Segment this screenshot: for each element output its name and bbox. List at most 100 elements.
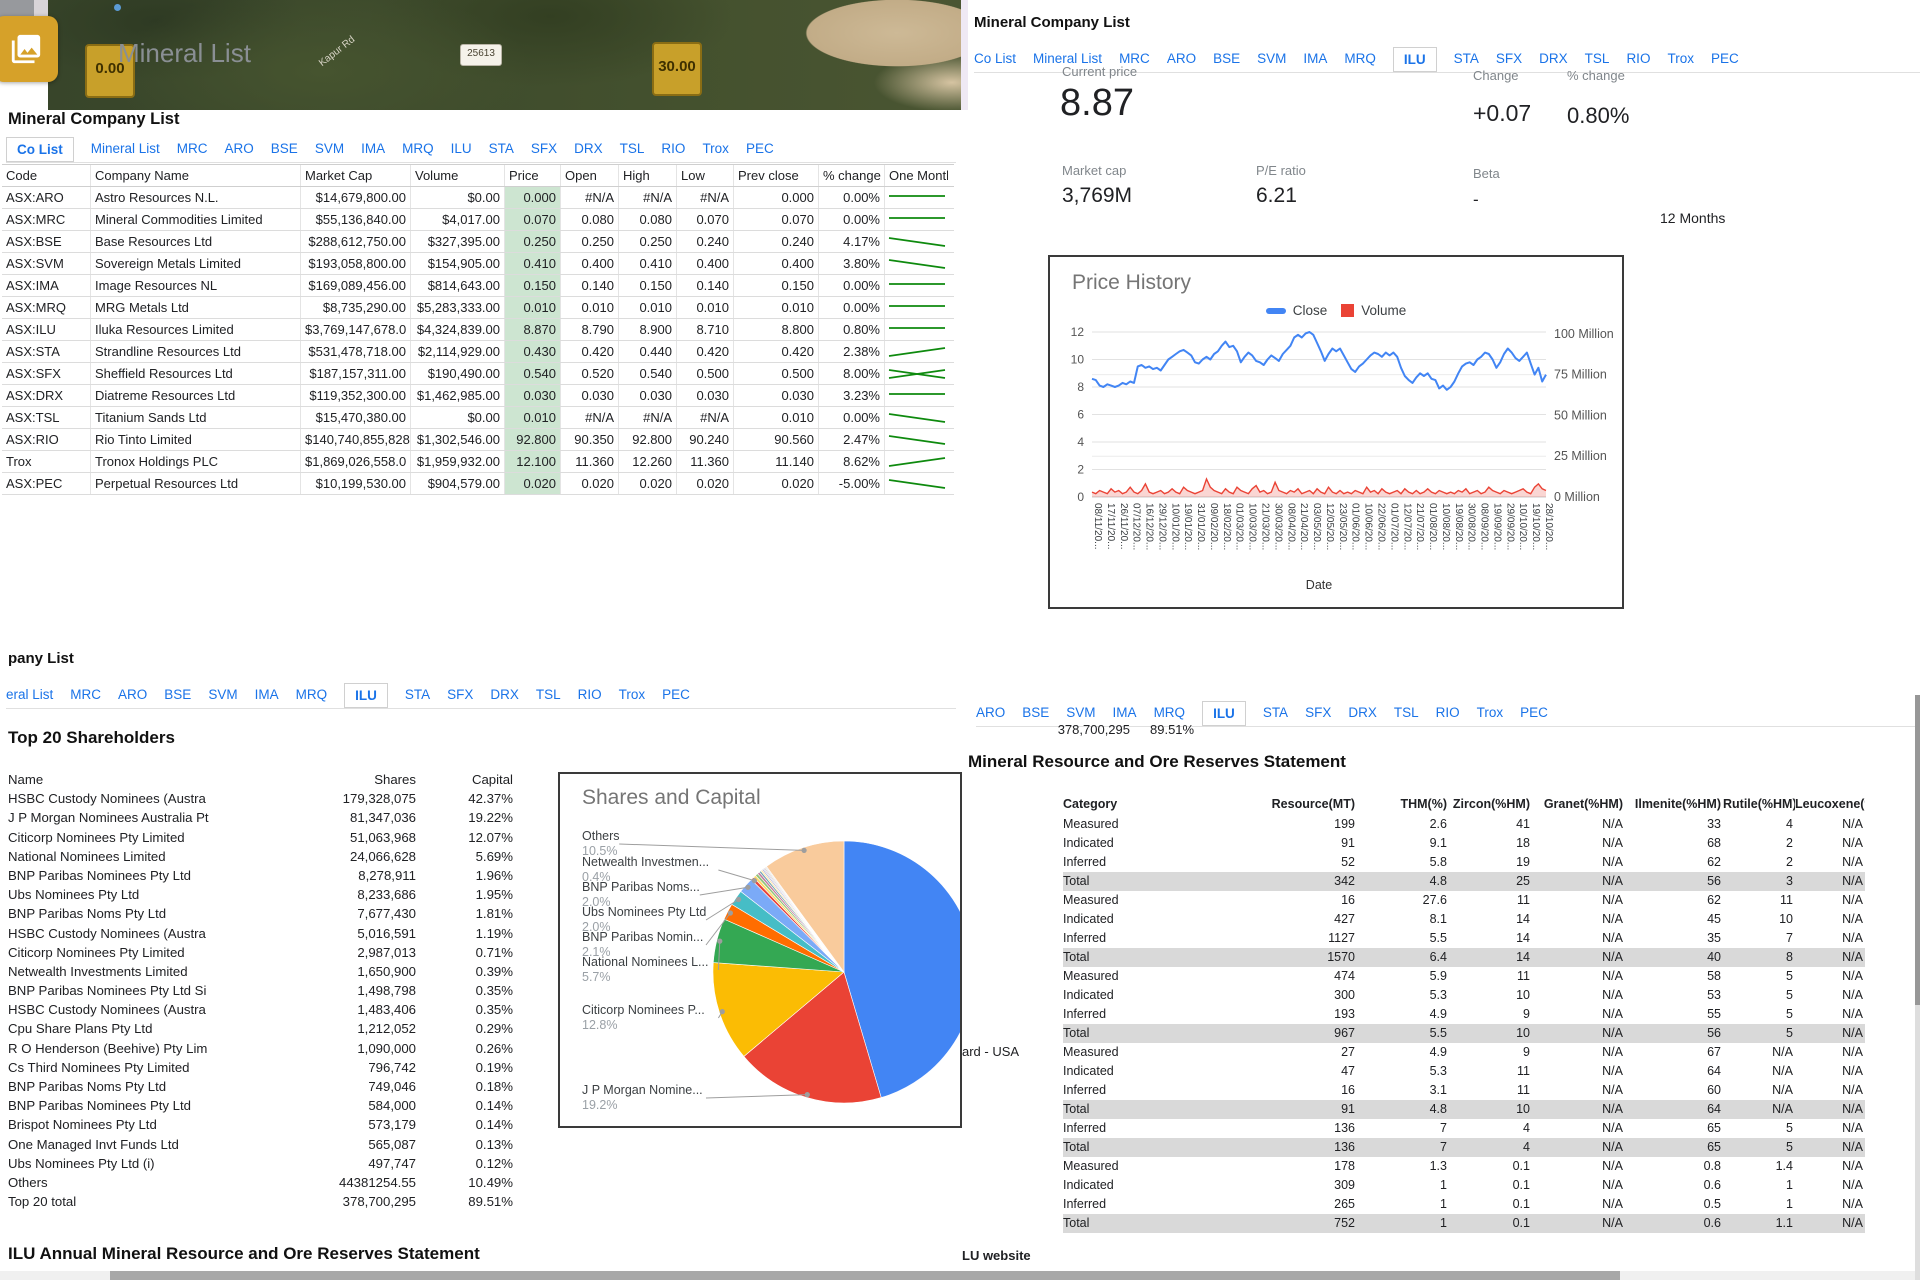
list-item[interactable]: Cs Third Nominees Pty Limited 796,742 0.19… bbox=[8, 1058, 513, 1077]
horizontal-scrollbar-thumb[interactable] bbox=[110, 1271, 1620, 1280]
table-row[interactable]: ASX:ILU Iluka Resources Limited $3,769,147… bbox=[2, 319, 954, 341]
vertical-scrollbar-thumb[interactable] bbox=[1915, 695, 1920, 1005]
bottom-right-tab-pec[interactable]: PEC bbox=[1520, 704, 1548, 720]
top-left-tab-mrc[interactable]: MRC bbox=[176, 140, 208, 156]
top-left-tab-tsl[interactable]: TSL bbox=[619, 140, 645, 156]
top-left-tab-trox[interactable]: Trox bbox=[702, 140, 729, 156]
table-row[interactable]: Trox Tronox Holdings PLC $1,869,026,558.0 $… bbox=[2, 451, 954, 473]
bottom-left-tab-mrq[interactable]: MRQ bbox=[295, 686, 328, 702]
bottom-right-tab-trox[interactable]: Trox bbox=[1476, 704, 1504, 720]
top-right-tab-ilu[interactable]: ILU bbox=[1392, 46, 1437, 72]
legend-volume[interactable]: Volume bbox=[1341, 303, 1406, 318]
top-right-tab-ima[interactable]: IMA bbox=[1303, 50, 1328, 66]
list-item[interactable]: HSBC Custody Nominees (Austra 5,016,591 1.… bbox=[8, 924, 513, 943]
list-item[interactable]: Brispot Nominees Pty Ltd 573,179 0.14% bbox=[8, 1115, 513, 1134]
bottom-left-tab-eral-list[interactable]: eral List bbox=[6, 686, 54, 702]
bottom-right-tab-sta[interactable]: STA bbox=[1262, 704, 1289, 720]
top-left-tab-sfx[interactable]: SFX bbox=[530, 140, 558, 156]
bottom-right-tab-drx[interactable]: DRX bbox=[1348, 704, 1377, 720]
top-right-tab-drx[interactable]: DRX bbox=[1539, 50, 1568, 66]
gallery-icon[interactable] bbox=[0, 16, 58, 82]
top-left-tab-svm[interactable]: SVM bbox=[314, 140, 345, 156]
top-left-tab-pec[interactable]: PEC bbox=[745, 140, 774, 156]
list-item[interactable]: National Nominees Limited 24,066,628 5.69% bbox=[8, 847, 513, 866]
table-row[interactable]: ASX:IMA Image Resources NL $169,089,456.00… bbox=[2, 275, 954, 297]
legend-close[interactable]: Close bbox=[1265, 303, 1327, 318]
bottom-left-tab-mrc[interactable]: MRC bbox=[70, 686, 102, 702]
bottom-right-tab-mrq[interactable]: MRQ bbox=[1153, 704, 1186, 720]
top-right-tab-sfx[interactable]: SFX bbox=[1495, 50, 1523, 66]
table-row[interactable]: ASX:BSE Base Resources Ltd $288,612,750.00… bbox=[2, 231, 954, 253]
list-item[interactable]: HSBC Custody Nominees (Austra 179,328,075… bbox=[8, 789, 513, 808]
satellite-map[interactable]: 0.00 30.00 25613 Kapur Rd bbox=[48, 0, 961, 110]
top-right-tab-pec[interactable]: PEC bbox=[1710, 50, 1739, 66]
top-left-tab-rio[interactable]: RIO bbox=[661, 140, 686, 156]
bottom-left-tab-trox[interactable]: Trox bbox=[618, 686, 646, 702]
bottom-left-tab-ilu[interactable]: ILU bbox=[344, 682, 388, 708]
top-right-tab-mineral-list[interactable]: Mineral List bbox=[1033, 50, 1103, 66]
table-row[interactable]: ASX:ARO Astro Resources N.L. $14,679,800.0… bbox=[2, 187, 954, 209]
list-item[interactable]: Citicorp Nominees Pty Limited 51,063,968 1… bbox=[8, 828, 513, 847]
top-right-tab-co-list[interactable]: Co List bbox=[974, 50, 1017, 66]
pie-slice[interactable] bbox=[843, 840, 960, 1098]
top-left-tab-drx[interactable]: DRX bbox=[574, 140, 603, 156]
list-item[interactable]: BNP Paribas Noms Pty Ltd 7,677,430 1.81% bbox=[8, 904, 513, 923]
bottom-right-tab-tsl[interactable]: TSL bbox=[1393, 704, 1419, 720]
list-item[interactable]: HSBC Custody Nominees (Austra 1,483,406 0.… bbox=[8, 1000, 513, 1019]
bottom-left-tab-sfx[interactable]: SFX bbox=[447, 686, 474, 702]
bottom-left-tab-svm[interactable]: SVM bbox=[208, 686, 238, 702]
list-item[interactable]: BNP Paribas Nominees Pty Ltd Si 1,498,798… bbox=[8, 981, 513, 1000]
bottom-left-tab-drx[interactable]: DRX bbox=[490, 686, 519, 702]
top-left-tab-aro[interactable]: ARO bbox=[224, 140, 254, 156]
list-item[interactable]: Ubs Nominees Pty Ltd (i) 497,747 0.12% bbox=[8, 1154, 513, 1173]
top-right-tab-trox[interactable]: Trox bbox=[1667, 50, 1694, 66]
list-item[interactable]: Others 44381254.55 10.49% bbox=[8, 1173, 513, 1192]
top-right-tab-rio[interactable]: RIO bbox=[1626, 50, 1651, 66]
pie-slice[interactable] bbox=[766, 840, 845, 973]
pie-slice[interactable] bbox=[743, 971, 882, 1104]
table-row[interactable]: ASX:TSL Titanium Sands Ltd $15,470,380.00 $… bbox=[2, 407, 954, 429]
top-left-tab-co-list[interactable]: Co List bbox=[6, 136, 74, 162]
website-link-fragment[interactable]: LU website bbox=[962, 1248, 1031, 1263]
bottom-right-tab-svm[interactable]: SVM bbox=[1066, 704, 1096, 720]
top-left-tab-ima[interactable]: IMA bbox=[361, 140, 386, 156]
bottom-right-tab-ilu[interactable]: ILU bbox=[1202, 700, 1246, 726]
table-row[interactable]: ASX:RIO Rio Tinto Limited $140,740,855,828… bbox=[2, 429, 954, 451]
table-row[interactable]: ASX:SFX Sheffield Resources Ltd $187,157,3… bbox=[2, 363, 954, 385]
top-right-tab-sta[interactable]: STA bbox=[1453, 50, 1479, 66]
top-right-tab-mrq[interactable]: MRQ bbox=[1344, 50, 1376, 66]
list-item[interactable]: One Managed Invt Funds Ltd 565,087 0.13% bbox=[8, 1135, 513, 1154]
top-right-tab-mrc[interactable]: MRC bbox=[1119, 50, 1150, 66]
top-left-tab-mineral-list[interactable]: Mineral List bbox=[90, 140, 160, 156]
list-item[interactable]: J P Morgan Nominees Australia Pt 81,347,0… bbox=[8, 808, 513, 827]
list-item[interactable]: BNP Paribas Nominees Pty Ltd 8,278,911 1.9… bbox=[8, 866, 513, 885]
top-right-tab-svm[interactable]: SVM bbox=[1257, 50, 1287, 66]
top-left-tab-mrq[interactable]: MRQ bbox=[402, 140, 434, 156]
bottom-left-tab-sta[interactable]: STA bbox=[404, 686, 431, 702]
bottom-right-tab-aro[interactable]: ARO bbox=[976, 704, 1006, 720]
table-row[interactable]: ASX:STA Strandline Resources Ltd $531,478,… bbox=[2, 341, 954, 363]
top-right-tab-bse[interactable]: BSE bbox=[1213, 50, 1241, 66]
list-item[interactable]: BNP Paribas Noms Pty Ltd 749,046 0.18% bbox=[8, 1077, 513, 1096]
top-right-tab-tsl[interactable]: TSL bbox=[1584, 50, 1610, 66]
list-item[interactable]: Citicorp Nominees Pty Limited 2,987,013 0.… bbox=[8, 943, 513, 962]
bottom-right-tab-rio[interactable]: RIO bbox=[1435, 704, 1460, 720]
list-item[interactable]: Ubs Nominees Pty Ltd 8,233,686 1.95% bbox=[8, 885, 513, 904]
top-left-tab-bse[interactable]: BSE bbox=[270, 140, 298, 156]
table-row[interactable]: ASX:PEC Perpetual Resources Ltd $10,199,53… bbox=[2, 473, 954, 495]
bottom-left-tab-ima[interactable]: IMA bbox=[254, 686, 279, 702]
list-item[interactable]: Top 20 total 378,700,295 89.51% bbox=[8, 1192, 513, 1211]
table-row[interactable]: ASX:SVM Sovereign Metals Limited $193,058,… bbox=[2, 253, 954, 275]
bottom-right-tab-bse[interactable]: BSE bbox=[1022, 704, 1050, 720]
table-row[interactable]: ASX:DRX Diatreme Resources Ltd $119,352,30… bbox=[2, 385, 954, 407]
table-row[interactable]: ASX:MRC Mineral Commodities Limited $55,13… bbox=[2, 209, 954, 231]
list-item[interactable]: BNP Paribas Nominees Pty Ltd 584,000 0.14% bbox=[8, 1096, 513, 1115]
list-item[interactable]: Cpu Share Plans Pty Ltd 1,212,052 0.29% bbox=[8, 1019, 513, 1038]
bottom-left-tab-bse[interactable]: BSE bbox=[164, 686, 192, 702]
pie-slice[interactable] bbox=[712, 962, 845, 1057]
list-item[interactable]: R O Henderson (Beehive) Pty Lim 1,090,000… bbox=[8, 1039, 513, 1058]
bottom-left-tab-rio[interactable]: RIO bbox=[577, 686, 602, 702]
top-right-tab-aro[interactable]: ARO bbox=[1166, 50, 1197, 66]
bottom-right-tab-sfx[interactable]: SFX bbox=[1305, 704, 1332, 720]
top-left-tab-sta[interactable]: STA bbox=[488, 140, 514, 156]
